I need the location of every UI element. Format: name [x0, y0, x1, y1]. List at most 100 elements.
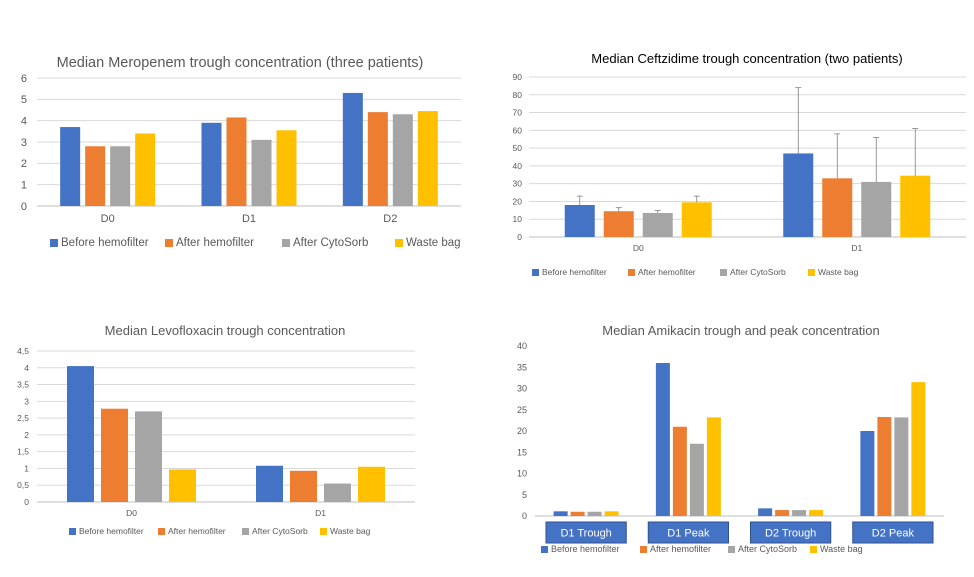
bar — [101, 408, 128, 502]
x-category-label: D1 Trough — [560, 527, 611, 539]
legend-entry: After hemofilter — [165, 237, 254, 249]
legend-entry: Before hemofilter — [532, 267, 607, 277]
legend-label: Before hemofilter — [542, 267, 607, 277]
chart-panel-4: Median Amikacin trough and peak concentr… — [517, 323, 944, 554]
y-tick-label: 0,5 — [17, 480, 29, 490]
y-tick-label: 80 — [513, 90, 523, 100]
x-category-label: D2 Peak — [872, 527, 915, 539]
category-label-box — [852, 521, 934, 544]
x-category-label: D1 — [242, 213, 256, 225]
legend-entry: After CytoSorb — [720, 267, 786, 277]
bar — [290, 470, 317, 502]
y-tick-label: 0 — [24, 497, 29, 507]
legend-entry: After CytoSorb — [282, 237, 368, 249]
bar — [367, 112, 388, 206]
legend-entry: After hemofilter — [628, 267, 696, 277]
legend-swatch — [69, 528, 76, 535]
y-tick-label: 20 — [517, 426, 527, 436]
bar — [655, 363, 670, 516]
legend-label: After CytoSorb — [252, 526, 308, 536]
bar — [775, 510, 790, 516]
legend-swatch — [628, 269, 635, 276]
y-tick-label: 20 — [513, 196, 523, 206]
bar — [226, 117, 247, 206]
legend-label: After hemofilter — [650, 544, 711, 554]
legend-swatch — [242, 528, 249, 535]
bar — [861, 181, 892, 237]
legend-entry: After hemofilter — [158, 526, 226, 536]
legend-swatch — [810, 546, 817, 553]
y-tick-label: 5 — [21, 94, 27, 106]
bar — [417, 111, 438, 206]
legend-entry: Before hemofilter — [541, 544, 620, 554]
chart-panel-3: Median Levofloxacin trough concentration… — [17, 323, 415, 536]
y-tick-label: 0 — [522, 511, 527, 521]
legend-swatch — [50, 239, 58, 247]
bar — [553, 511, 568, 516]
y-tick-label: 3 — [21, 137, 27, 149]
bar — [809, 510, 824, 516]
y-tick-label: 10 — [517, 469, 527, 479]
y-tick-label: 4 — [21, 116, 27, 128]
y-tick-label: 3 — [24, 396, 29, 406]
legend-swatch — [320, 528, 327, 535]
bar — [564, 205, 595, 237]
legend-label: Before hemofilter — [79, 526, 144, 536]
legend-label: After CytoSorb — [730, 267, 786, 277]
legend-swatch — [282, 239, 290, 247]
y-tick-label: 40 — [517, 341, 527, 351]
chart-title: Median Meropenem trough concentration (t… — [57, 55, 424, 71]
legend-entry: After CytoSorb — [242, 526, 308, 536]
bar — [681, 202, 712, 237]
y-tick-label: 0 — [21, 201, 27, 213]
bar — [256, 465, 283, 502]
y-tick-label: 4 — [24, 363, 29, 373]
bar — [877, 416, 892, 516]
bar — [135, 411, 162, 502]
category-label-box — [545, 521, 627, 544]
y-tick-label: 35 — [517, 362, 527, 372]
legend-swatch — [728, 546, 735, 553]
y-tick-label: 50 — [513, 143, 523, 153]
legend-entry: Before hemofilter — [69, 526, 144, 536]
legend-label: Waste bag — [330, 526, 371, 536]
y-tick-label: 15 — [517, 447, 527, 457]
y-tick-label: 70 — [513, 108, 523, 118]
bar — [67, 366, 94, 502]
legend-label: Waste bag — [818, 267, 859, 277]
legend-swatch — [808, 269, 815, 276]
bar — [894, 417, 909, 516]
category-label-box — [647, 521, 729, 544]
bar — [169, 469, 196, 502]
bar — [135, 133, 156, 206]
bar — [706, 417, 721, 516]
legend-label: After hemofilter — [168, 526, 226, 536]
chart-title: Median Levofloxacin trough concentration — [105, 323, 346, 338]
bar — [251, 139, 272, 206]
y-tick-label: 2 — [24, 430, 29, 440]
legend-label: Before hemofilter — [61, 237, 149, 249]
bar — [324, 483, 351, 502]
chart-title: Median Ceftzidime trough concentration (… — [591, 51, 902, 66]
x-category-label: D2 Trough — [765, 527, 816, 539]
legend-entry: After CytoSorb — [728, 544, 797, 554]
bar — [792, 510, 807, 516]
legend-swatch — [395, 239, 403, 247]
bar — [603, 211, 634, 237]
legend-swatch — [532, 269, 539, 276]
category-label-box — [750, 521, 832, 544]
legend-swatch — [165, 239, 173, 247]
bar — [276, 130, 297, 206]
legend-entry: After hemofilter — [640, 544, 711, 554]
bar — [911, 382, 926, 516]
legend-label: After hemofilter — [638, 267, 696, 277]
legend-swatch — [720, 269, 727, 276]
bar — [783, 153, 814, 237]
y-tick-label: 6 — [21, 73, 27, 85]
y-tick-label: 1 — [21, 180, 27, 192]
y-tick-label: 30 — [513, 179, 523, 189]
bar — [758, 508, 773, 516]
bar — [110, 146, 131, 206]
y-tick-label: 25 — [517, 405, 527, 415]
